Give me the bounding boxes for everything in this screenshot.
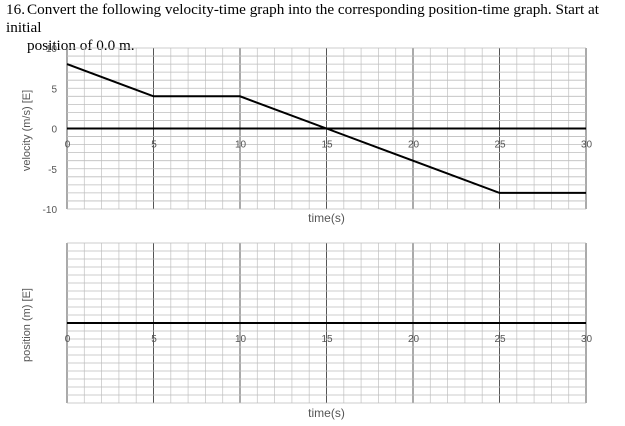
- x-tick-label: 0: [65, 334, 71, 345]
- velocity-time-graph: 0 5 10 15 20 25 30 10 5 0 -5 -10 velocity (m/s) [E…: [21, 44, 592, 225]
- x-tick-label: 10: [235, 334, 247, 345]
- x-tick-label: 25: [494, 334, 506, 345]
- question-text: 16. Convert the following velocity-time g…: [6, 1, 621, 55]
- x-tick-label: 15: [321, 140, 333, 151]
- position-axis-label: position (m) [E]: [21, 288, 33, 362]
- x-tick-label: 25: [494, 140, 506, 151]
- velocity-y-ticks: 10 5 0 -5 -10: [43, 44, 58, 216]
- velocity-series-line: [66, 63, 586, 194]
- y-tick-label: -10: [43, 205, 58, 216]
- x-tick-label: 15: [321, 334, 333, 345]
- x-tick-label: 20: [408, 140, 420, 151]
- position-x-ticks: 0 5 10 15 20 25 30: [65, 334, 593, 345]
- y-tick-label: -5: [48, 165, 57, 176]
- question-line-2: position of 0.0 m.: [27, 37, 135, 54]
- position-time-axis-label: time(s): [308, 406, 345, 420]
- velocity-axis-label: velocity (m/s) [E]: [21, 90, 33, 171]
- question-number: 16.: [6, 1, 25, 18]
- x-tick-label: 10: [235, 140, 247, 151]
- y-tick-label: 0: [51, 125, 57, 136]
- x-tick-label: 30: [581, 334, 593, 345]
- velocity-time-axis-label: time(s): [308, 211, 345, 225]
- y-tick-label: 5: [51, 84, 57, 95]
- velocity-series: [66, 63, 586, 194]
- y-tick-label: 10: [46, 44, 58, 55]
- position-time-graph: 0 5 10 15 20 25 30 position (m) [E] time(s): [21, 242, 593, 420]
- x-tick-label: 30: [581, 140, 593, 151]
- x-tick-label: 20: [408, 334, 420, 345]
- velocity-x-ticks: 0 5 10 15 20 25 30: [65, 140, 593, 151]
- question-line-1: 16. Convert the following velocity-time g…: [6, 1, 621, 37]
- question-prompt: Convert the following velocity-time grap…: [6, 1, 599, 36]
- x-tick-label: 0: [65, 140, 71, 151]
- x-tick-label: 5: [151, 140, 157, 151]
- x-tick-label: 5: [151, 334, 157, 345]
